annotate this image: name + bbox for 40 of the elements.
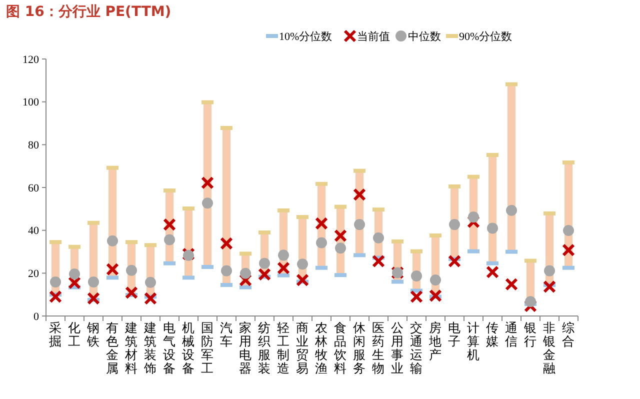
x-tick-label: 国防军工 [201,321,214,376]
legend-label: 90%分位数 [459,31,512,43]
x-tick-label: 医药生物 [372,321,385,376]
legend-label: 当前值 [357,31,390,43]
x-tick-label: 交通运输 [410,320,423,376]
y-tick-label: 60 [28,182,40,194]
y-tick-label: 20 [28,268,40,280]
x-tick-label: 汽车 [220,321,233,348]
x-tick-label: 休闲服务 [353,321,366,376]
x-tick-label: 公用事业 [391,321,404,376]
x-tick-label: 通信 [505,321,518,348]
y-tick-label: 80 [28,140,40,152]
legend-label: 10%分位数 [279,31,332,43]
x-tick-label: 计算机 [467,321,480,362]
x-tick-label: 机械设备 [182,321,195,376]
x-tick-label: 商业贸易 [296,321,309,376]
x-tick-label: 采掘 [49,321,62,348]
x-tick-label: 银行 [523,321,537,348]
x-tick-label: 电子 [448,321,461,348]
y-tick-label: 0 [34,310,40,323]
x-tick-label: 农林牧渔 [314,321,328,376]
x-tick-label: 综合 [562,321,575,348]
x-tick-label: 电气设备 [163,321,176,376]
x-tick-label: 建筑材料 [124,321,138,376]
x-tick-label: 有色金属 [106,321,119,376]
x-tick-label: 纺织服装 [258,321,271,376]
x-tick-label: 食品饮料 [333,321,347,376]
y-tick-label: 40 [28,225,40,238]
y-tick-label: 100 [22,96,40,109]
x-tick-label: 传媒 [486,321,499,348]
x-tick-label: 化工 [68,321,81,348]
x-tick-label: 非银金融 [542,321,556,376]
x-tick-label: 钢铁 [86,321,100,348]
x-tick-label: 建筑装饰 [143,321,157,376]
x-tick-label: 家用电器 [239,320,252,376]
legend-label: 中位数 [408,30,441,43]
chart-title: 图 16：分行业 PE(TTM) [6,4,172,20]
x-tick-label: 房地产 [428,320,442,362]
y-tick-label: 120 [22,54,40,66]
x-tick-label: 轻工制造 [277,321,290,376]
